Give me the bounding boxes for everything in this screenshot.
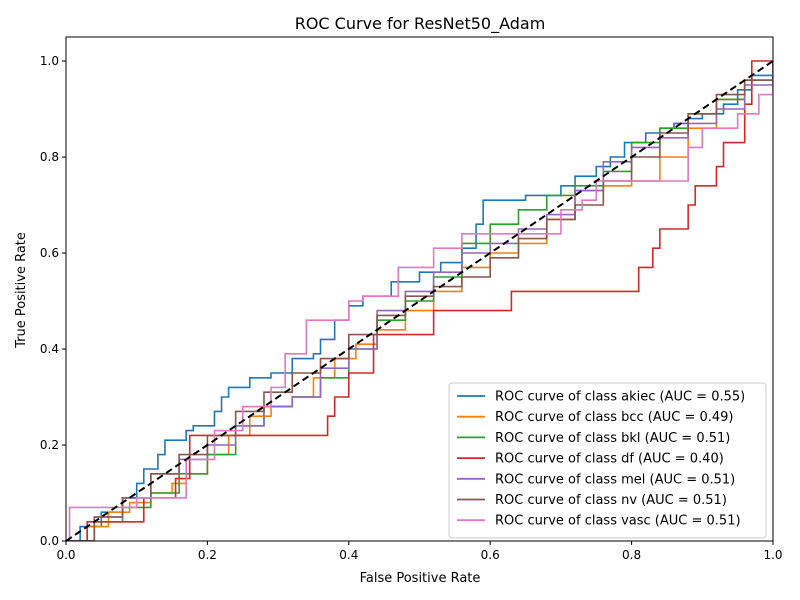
legend-label: ROC curve of class vasc (AUC = 0.51) (495, 514, 741, 529)
roc-series-line-6 (66, 61, 773, 541)
y-tick-label: 1.0 (40, 54, 59, 68)
y-tick-label: 0.8 (40, 150, 59, 164)
x-tick-label: 0.4 (339, 548, 358, 562)
plot-frame (65, 36, 774, 542)
legend-label: ROC curve of class bcc (AUC = 0.49) (495, 410, 734, 425)
y-tick-label: 0.2 (40, 438, 59, 452)
roc-series-line-3 (66, 60, 773, 541)
x-axis-ticks: 0.0 0.2 0.4 0.6 0.8 1.0 (56, 541, 783, 562)
legend-label: ROC curve of class akiec (AUC = 0.55) (495, 390, 745, 405)
legend-label: ROC curve of class mel (AUC = 0.51) (495, 472, 735, 487)
x-axis-label: False Positive Rate (360, 571, 481, 586)
roc-series-line-5 (66, 61, 773, 541)
y-tick-label: 0.4 (40, 342, 59, 356)
legend-box (448, 382, 767, 539)
y-axis-label: True Positive Rate (14, 232, 29, 349)
y-axis-ticks: 0.0 0.2 0.4 0.6 0.8 1.0 (40, 54, 66, 548)
x-tick-label: 0.8 (622, 548, 641, 562)
x-tick-label: 0.6 (481, 548, 500, 562)
legend-label: ROC curve of class bkl (AUC = 0.51) (495, 431, 730, 446)
x-tick-label: 0.0 (56, 548, 75, 562)
y-tick-label: 0.0 (40, 534, 59, 548)
legend-label: ROC curve of class nv (AUC = 0.51) (495, 493, 727, 508)
legend: ROC curve of class akiec (AUC = 0.55) ROC… (448, 382, 767, 539)
x-tick-label: 0.2 (198, 548, 217, 562)
chart-title: ROC Curve for ResNet50_Adam (295, 14, 546, 34)
y-tick-label: 0.6 (40, 246, 59, 260)
legend-label: ROC curve of class df (AUC = 0.40) (495, 452, 724, 467)
x-tick-label: 1.0 (763, 548, 782, 562)
